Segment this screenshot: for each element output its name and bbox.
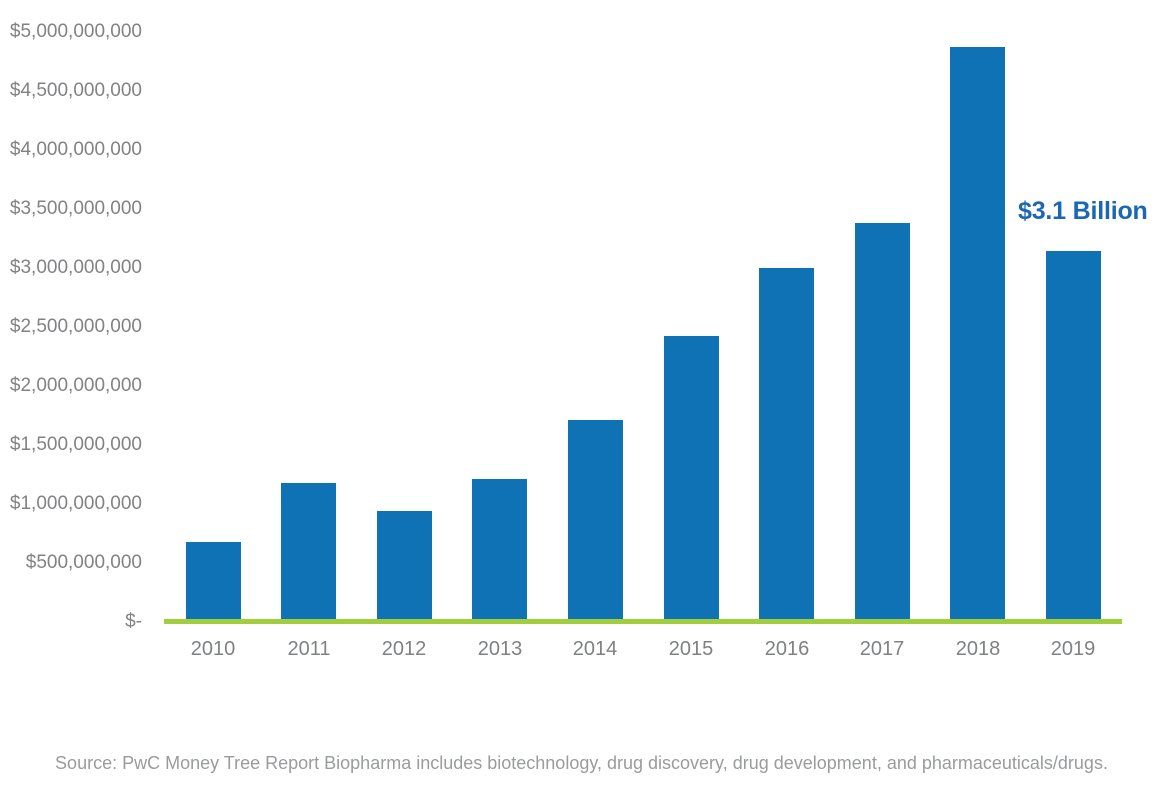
value-annotation: $3.1 Billion bbox=[1018, 197, 1148, 225]
y-tick-label: $4,000,000,000 bbox=[9, 139, 142, 160]
y-tick-label: $3,000,000,000 bbox=[9, 257, 142, 278]
bar-2014 bbox=[568, 420, 623, 622]
x-tick-label: 2013 bbox=[477, 638, 523, 660]
y-tick-label: $3,500,000,000 bbox=[9, 198, 142, 219]
y-tick-label: $5,000,000,000 bbox=[9, 21, 142, 42]
source-note: Source: PwC Money Tree Report Biopharma … bbox=[55, 753, 1108, 773]
bar-2016 bbox=[759, 268, 814, 622]
y-tick-label: $4,500,000,000 bbox=[9, 80, 142, 101]
x-tick-label: 2011 bbox=[287, 638, 331, 660]
x-tick-label: 2014 bbox=[572, 638, 618, 660]
y-tick-label: $2,000,000,000 bbox=[9, 375, 142, 396]
bar-2018 bbox=[950, 47, 1005, 622]
bar-2017 bbox=[855, 223, 910, 622]
x-tick-label: 2019 bbox=[1050, 638, 1096, 660]
x-tick-label: 2018 bbox=[955, 638, 1001, 660]
y-tick-label: $1,500,000,000 bbox=[9, 434, 142, 455]
x-tick-label: 2017 bbox=[859, 638, 905, 660]
bar-2019 bbox=[1046, 251, 1101, 622]
x-tick-label: 2016 bbox=[764, 638, 810, 660]
y-tick-label: $- bbox=[125, 611, 142, 632]
bar-2012 bbox=[377, 511, 432, 622]
y-tick-label: $1,000,000,000 bbox=[9, 493, 142, 514]
x-tick-label: 2010 bbox=[190, 638, 236, 660]
bar-2010 bbox=[186, 542, 241, 622]
bar-2015 bbox=[664, 336, 719, 622]
x-axis-line bbox=[164, 619, 1122, 624]
y-tick-label: $2,500,000,000 bbox=[9, 316, 142, 337]
y-tick-label: $500,000,000 bbox=[25, 552, 142, 573]
bar-2013 bbox=[472, 479, 527, 622]
x-tick-label: 2012 bbox=[381, 638, 427, 660]
x-tick-label: 2015 bbox=[668, 638, 714, 660]
bar-2011 bbox=[281, 483, 336, 622]
